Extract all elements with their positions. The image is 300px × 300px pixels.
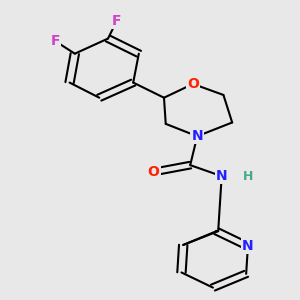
Text: F: F <box>51 34 60 48</box>
Text: N: N <box>216 169 227 183</box>
Text: F: F <box>112 14 122 28</box>
Text: N: N <box>242 239 254 253</box>
Text: O: O <box>148 165 159 179</box>
Text: O: O <box>187 77 199 91</box>
Text: N: N <box>191 129 203 143</box>
Text: H: H <box>243 169 253 183</box>
